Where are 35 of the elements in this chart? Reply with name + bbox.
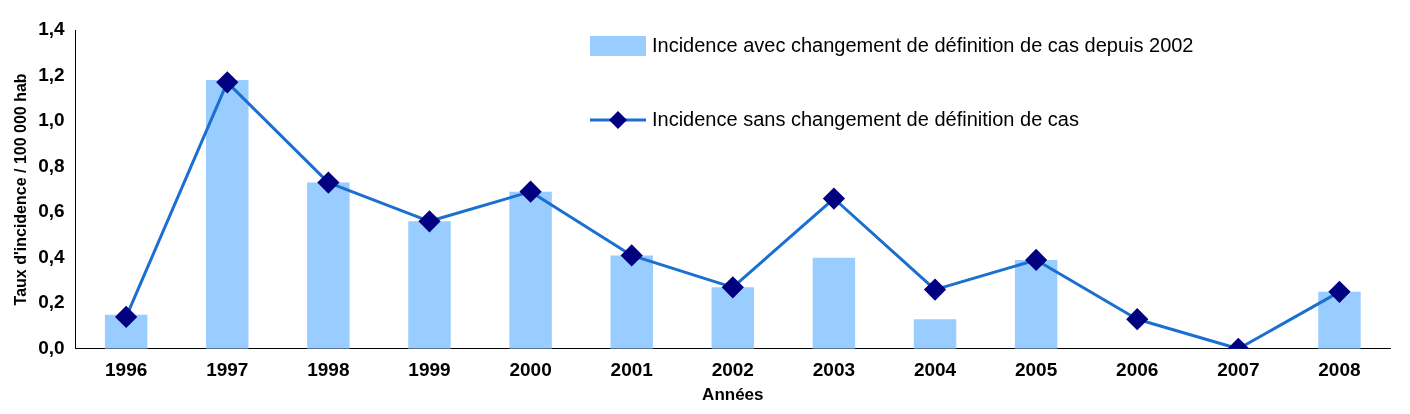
y-tick-label: 0,2	[38, 291, 65, 313]
bar	[812, 257, 856, 349]
bar	[509, 191, 552, 349]
y-axis-title: Taux d'incidence / 100 000 hab	[12, 73, 30, 306]
bar	[307, 182, 350, 349]
y-tick-label: 0,4	[38, 245, 66, 267]
x-tick-label: 1997	[206, 359, 249, 381]
legend-label: Incidence avec changement de définition de cas depuis 2002	[652, 33, 1194, 56]
y-tick-label: 0,0	[38, 337, 65, 359]
y-tick-label: 0,8	[38, 154, 65, 176]
x-tick-label: 2000	[509, 359, 552, 381]
bar	[206, 80, 249, 349]
x-tick-label: 2002	[711, 359, 754, 381]
y-tick-label: 1,4	[38, 18, 66, 40]
bar	[913, 319, 957, 349]
x-tick-label: 2007	[1217, 359, 1260, 381]
y-tick-label: 1,0	[38, 109, 65, 131]
x-tick-label: 2008	[1318, 359, 1361, 381]
x-tick-label: 2005	[1014, 359, 1058, 381]
x-tick-label: 1996	[105, 359, 148, 381]
y-tick-label: 0,6	[38, 200, 65, 222]
bar	[711, 287, 755, 349]
x-tick-label: 2003	[812, 359, 856, 381]
x-axis-title: Années	[702, 385, 764, 405]
bar	[1014, 259, 1058, 349]
x-tick-label: 2001	[610, 359, 654, 381]
x-tick-label: 1998	[307, 359, 350, 381]
x-tick-label: 2004	[913, 359, 957, 381]
x-tick-label: 2006	[1116, 359, 1159, 381]
bar	[1318, 291, 1361, 349]
y-tick-label: 1,2	[38, 63, 65, 85]
legend-label: Incidence sans changement de définition de cas	[652, 107, 1079, 130]
bar	[610, 255, 653, 349]
x-tick-label: 1999	[408, 359, 451, 381]
bar	[408, 221, 451, 349]
